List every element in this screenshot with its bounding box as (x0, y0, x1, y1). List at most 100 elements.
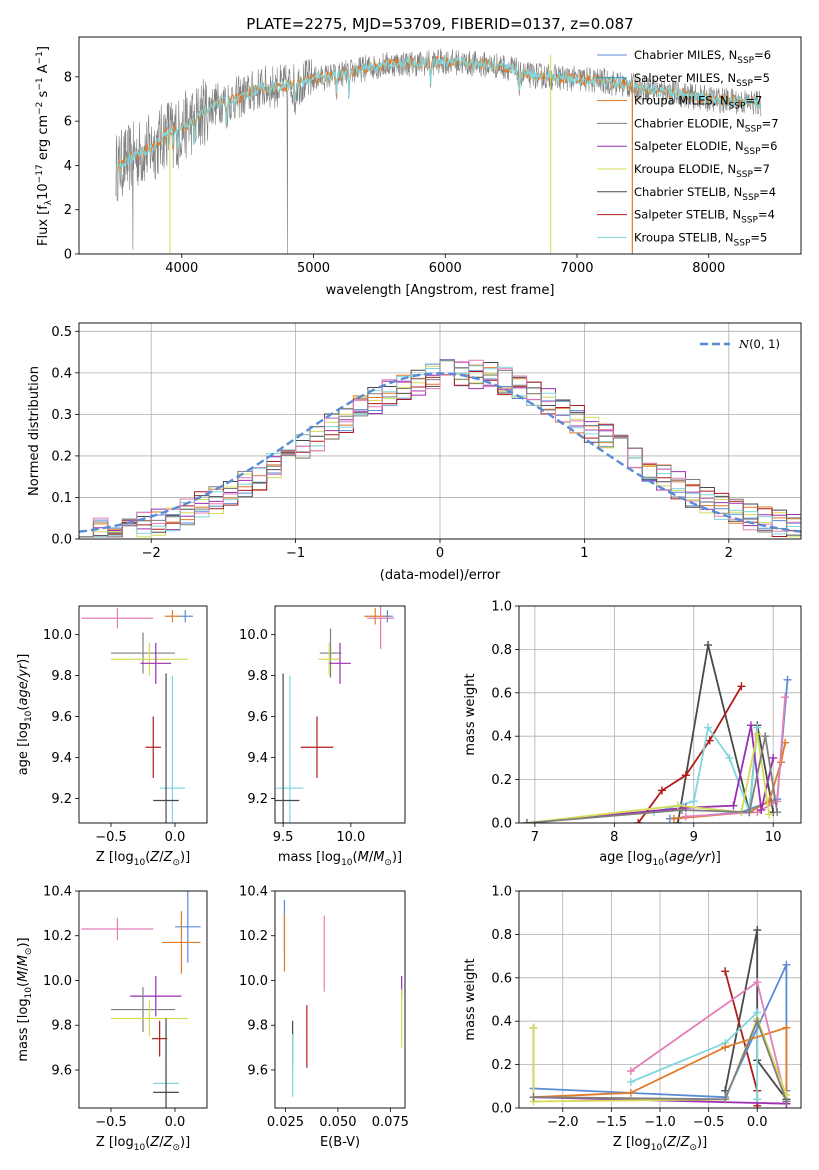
figure-title: PLATE=2275, MJD=53709, FIBERID=0137, z=0… (246, 15, 633, 33)
x-tick-label: 8 (610, 830, 618, 845)
data-point-marker (783, 675, 792, 684)
x-axis-label-part: )] (697, 1135, 707, 1150)
x-axis-label-part: ( (145, 1135, 150, 1150)
y-axis-label-part: erg cm (36, 115, 51, 164)
y-tick-label: 0.4 (51, 366, 72, 381)
x-tick-label: 6000 (429, 261, 462, 276)
y-axis-label: Normed distribution (27, 366, 42, 496)
x-axis-label-part: Z (149, 850, 160, 865)
x-tick-label: 10 (765, 830, 782, 845)
data-point-marker (704, 641, 713, 650)
x-axis-label-part: wavelength [Angstrom, rest frame] (326, 283, 555, 298)
data-point-marker (529, 1023, 538, 1032)
x-tick-label: 0.075 (372, 1115, 409, 1130)
y-tick-label: 6 (64, 115, 72, 130)
plot-area (283, 899, 403, 1097)
mass-vs-metallicity-panel: −0.5 0.09.69.810.010.210.4Z [log10(Z/Z⊙)]… (16, 885, 208, 1153)
x-axis-label-part: Z (163, 1135, 174, 1150)
x-tick-label: −0.5 (95, 830, 127, 845)
y-tick-label: 8 (64, 70, 72, 85)
normal-curve (79, 372, 801, 533)
x-axis-label-part: )] (180, 850, 190, 865)
data-point-marker (753, 730, 762, 739)
y-axis-label-part: −1 (35, 51, 45, 64)
model-spectrum-orange (115, 55, 762, 174)
data-point-marker (753, 1095, 762, 1104)
histogram-series (79, 359, 801, 538)
data-point-marker (634, 819, 643, 823)
x-axis-label-part: Z [log (96, 1135, 134, 1150)
legend-label-part: Kroupa MILES, N (634, 94, 729, 108)
y-tick-label: 0.8 (491, 928, 512, 943)
y-tick-label: 10.0 (239, 974, 268, 989)
x-axis-label-part: ( (145, 850, 150, 865)
legend-label-part: Chabrier STELIB, N (634, 185, 742, 199)
data-point-marker (745, 808, 754, 817)
axes-frame (274, 605, 406, 824)
y-tick-label: 10.2 (43, 929, 72, 944)
y-axis-label-part: ] (36, 46, 51, 51)
x-tick-label: −0.5 (693, 1115, 725, 1130)
ticks: −2 −1 0 1 2 0.0 0.1 0.2 0.3 0.4 0.5 (51, 325, 733, 561)
x-tick-label: −0.5 (95, 1115, 127, 1130)
data-point-marker (626, 1077, 635, 1086)
mass-weight-series (526, 725, 775, 823)
y-tick-label: 2 (64, 203, 72, 218)
legend-label: Kroupa ELODIE, NSSP=7 (634, 162, 770, 180)
axes-frame (518, 890, 802, 1109)
legend-label: Salpeter MILES, NSSP=5 (634, 71, 770, 89)
legend-label-part: Chabrier ELODIE, N (634, 116, 745, 130)
axes-frame (78, 36, 802, 255)
plot-area (79, 359, 801, 538)
data-point-marker (704, 723, 713, 732)
data-point-marker (673, 819, 682, 823)
x-axis-label-part: Z (680, 1135, 691, 1150)
mass-weight-series (653, 725, 759, 813)
x-axis-label: Z [log10(Z/Z⊙)] (613, 1135, 707, 1153)
axes-frame (78, 890, 208, 1109)
x-axis-label-part: M (373, 850, 384, 865)
data-point-marker (782, 960, 791, 969)
x-tick-label: 0.0 (165, 1115, 186, 1130)
y-axis-label-part: M (16, 971, 31, 982)
legend-label-part: N (738, 337, 750, 351)
y-axis-label-part: / (16, 966, 31, 971)
x-axis-label: mass [log10(M/M⊙)] (278, 850, 402, 868)
y-tick-label: 9.8 (51, 1019, 72, 1034)
y-axis-label-part: s (36, 90, 51, 101)
legend-label-part: =5 (753, 71, 770, 85)
y-tick-label: 10.0 (43, 628, 72, 643)
plot-area (522, 641, 792, 823)
data-point-marker (681, 812, 690, 821)
mass-weight-vs-metallicity-panel: −2.0 −1.5 −1.0 −0.5 0.0 0.0 0.2 0.4 0.6 0.8 1.0 Z [… (463, 885, 802, 1153)
y-axis-label: mass [log10(M/M⊙)] (16, 937, 34, 1061)
y-axis-label-part: M (16, 955, 31, 966)
x-axis-label-part: 10 (652, 858, 664, 868)
y-tick-label: 9.6 (51, 1063, 72, 1078)
data-point-marker (782, 1097, 791, 1106)
legend-label-part: Salpeter MILES, N (634, 71, 736, 85)
legend-label-part: =7 (753, 162, 770, 176)
y-tick-label: 10.2 (239, 929, 268, 944)
x-tick-label: −2 (142, 546, 161, 561)
x-tick-label: 5000 (297, 261, 330, 276)
x-axis-label-part: ( (664, 850, 669, 865)
x-tick-label: 2 (725, 546, 733, 561)
mass-vs-ebv-panel: 0.025 0.050 0.075 9.6 9.8 10.0 10.2 10.4 E(B-V) (239, 885, 409, 1151)
x-tick-label: 4000 (165, 261, 198, 276)
y-axis-label-part: λ (44, 199, 54, 205)
plot-area (529, 926, 791, 1108)
x-tick-label: 0.025 (267, 1115, 304, 1130)
legend-label-part: =6 (754, 48, 771, 62)
x-axis-label-part: Z [log (613, 1135, 651, 1150)
x-axis-label-part: mass [log (278, 850, 341, 865)
y-tick-label: 9.6 (247, 710, 268, 725)
data-point-marker (529, 1093, 538, 1102)
legend-label-part: SSP (742, 193, 759, 203)
data-point-marker (753, 978, 762, 987)
x-tick-label: −1.0 (644, 1115, 676, 1130)
y-tick-label: 9.6 (51, 710, 72, 725)
